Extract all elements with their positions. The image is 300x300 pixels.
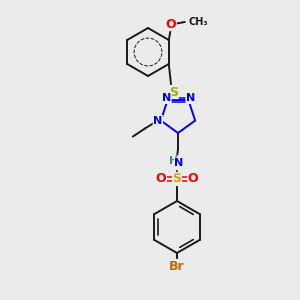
Text: N: N [186, 93, 195, 103]
Text: N: N [174, 158, 184, 168]
Text: N: N [153, 116, 163, 126]
Text: O: O [156, 172, 166, 185]
Text: N: N [162, 93, 171, 103]
Text: Br: Br [169, 260, 185, 272]
Text: S: S [169, 85, 178, 98]
Text: S: S [172, 172, 182, 185]
Text: O: O [188, 172, 198, 185]
Text: O: O [166, 17, 176, 31]
Text: CH₃: CH₃ [189, 17, 208, 27]
Text: H: H [169, 156, 178, 166]
